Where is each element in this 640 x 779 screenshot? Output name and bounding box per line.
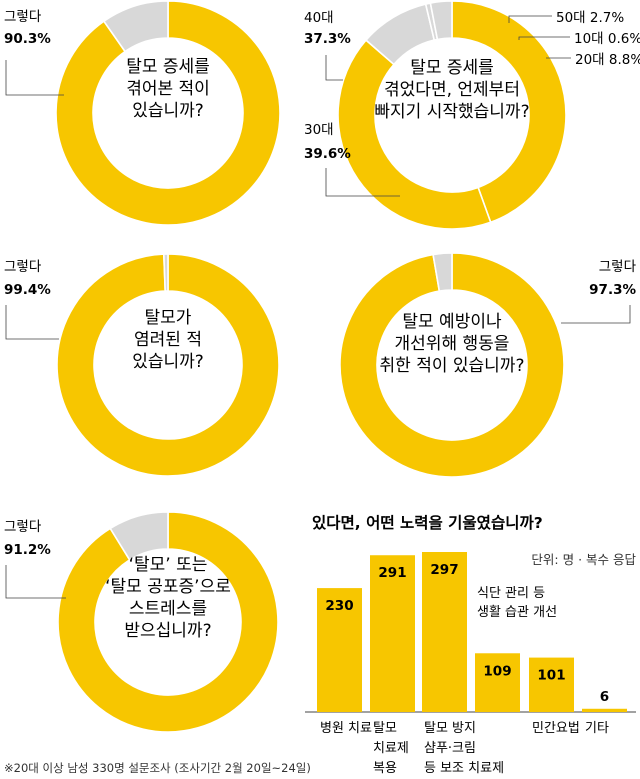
- donut-question: 탈모가: [145, 308, 192, 328]
- bar-category-label: 병원 치료: [320, 721, 372, 736]
- donut-question: 겪었다면, 언제부터: [384, 80, 520, 100]
- leader-line: [5, 60, 64, 96]
- donut-question: 탈모 예방이나: [402, 312, 502, 332]
- bar-chart-unit: 단위: 명 · 복수 응답: [531, 552, 636, 567]
- slice-label: 그렇다: [599, 259, 637, 275]
- donut-question: 개선위해 행동을: [395, 334, 510, 354]
- slice-value: 99.4%: [4, 282, 51, 298]
- donut-question: 있습니까?: [132, 101, 204, 121]
- donut-slice: [337, 38, 492, 230]
- donut-question: 받으십니까?: [124, 621, 211, 641]
- slice-value: 37.3%: [304, 31, 351, 47]
- slice-value: 91.2%: [4, 542, 51, 558]
- bar: [582, 708, 627, 712]
- bar-category-label: 복용: [373, 761, 397, 776]
- slice-label: 그렇다: [4, 9, 42, 25]
- donut-question: 스트레스를: [129, 599, 207, 619]
- bar-category-label: 샴푸·크림: [424, 741, 476, 756]
- bar-category-label: 등 보조 치료제: [424, 761, 504, 776]
- donut-question: 빠지기 시작했습니까?: [374, 102, 529, 122]
- leader-line: [561, 305, 631, 324]
- donut-question: 있습니까?: [132, 352, 204, 372]
- bar-value-label: 109: [483, 663, 511, 679]
- bar-chart-title: 있다면, 어떤 노력을 기울였습니까?: [312, 513, 543, 532]
- slice-label: 20대 8.8%: [575, 52, 640, 68]
- bar-category-label: 기타: [585, 721, 609, 736]
- slice-value: 97.3%: [589, 282, 636, 298]
- leader-line: [325, 168, 400, 197]
- leader-line: [5, 565, 66, 599]
- donut-question: 탈모 증세를: [410, 58, 494, 78]
- leader-line: [518, 36, 570, 40]
- slice-label: 10대 0.6%: [574, 31, 640, 47]
- donut-slice: [109, 511, 169, 561]
- slice-label: 50대 2.7%: [556, 10, 624, 26]
- slice-label: 그렇다: [4, 259, 42, 275]
- bar-category-label: 생활 습관 개선: [477, 605, 557, 620]
- donut-slice: [451, 0, 567, 224]
- bar: [370, 555, 415, 712]
- bar-value-label: 297: [430, 562, 458, 578]
- slice-value: 39.6%: [304, 146, 351, 162]
- bar-chart: 있다면, 어떤 노력을 기울였습니까? 단위: 명 · 복수 응답 230 병원 치료…: [305, 513, 636, 776]
- donut-question: ‘탈모 공포증’으로: [105, 577, 231, 597]
- donut-slice: [102, 0, 169, 53]
- donut-question: ‘탈모’ 또는: [129, 555, 208, 575]
- bar-category-label: 탈모: [373, 721, 397, 736]
- donut-slice: [56, 253, 280, 477]
- slice-label: 40대: [304, 10, 334, 26]
- slice-value: 90.3%: [4, 31, 51, 47]
- leader-line: [5, 305, 59, 340]
- leader-line: [325, 55, 343, 81]
- bar-value-label: 291: [378, 565, 406, 581]
- bar-category-label: 식단 관리 등: [477, 586, 545, 601]
- bar: [475, 653, 520, 712]
- bar: [317, 588, 362, 712]
- bar-value-label: 6: [600, 689, 609, 705]
- leader-line: [508, 15, 552, 23]
- donut-slice: [429, 0, 453, 41]
- bar: [422, 552, 467, 712]
- donut-question: 겪어본 적이: [126, 79, 210, 99]
- bar-category-label: 민간요법: [532, 721, 580, 736]
- donut-slice: [57, 511, 279, 733]
- bar-category-label: 치료제: [373, 741, 409, 756]
- slice-label: 그렇다: [4, 519, 42, 535]
- bar-category-label: 탈모 방지: [424, 721, 476, 736]
- slice-label: 30대: [304, 122, 334, 138]
- donut-slice: [55, 0, 281, 226]
- bar-value-label: 101: [537, 668, 565, 684]
- donut-question: 염려된 적: [134, 330, 202, 350]
- donut-slice: [432, 252, 453, 293]
- donut-question: 취한 적이 있습니까?: [380, 356, 525, 376]
- footnote: ※20대 이상 남성 330명 설문조사 (조사기간 2월 20일~24일): [4, 761, 311, 775]
- bar-value-label: 230: [325, 598, 353, 614]
- donut-question: 탈모 증세를: [126, 57, 210, 77]
- bar: [529, 657, 574, 712]
- donut-slice: [162, 253, 169, 292]
- donut-slice: [339, 252, 565, 478]
